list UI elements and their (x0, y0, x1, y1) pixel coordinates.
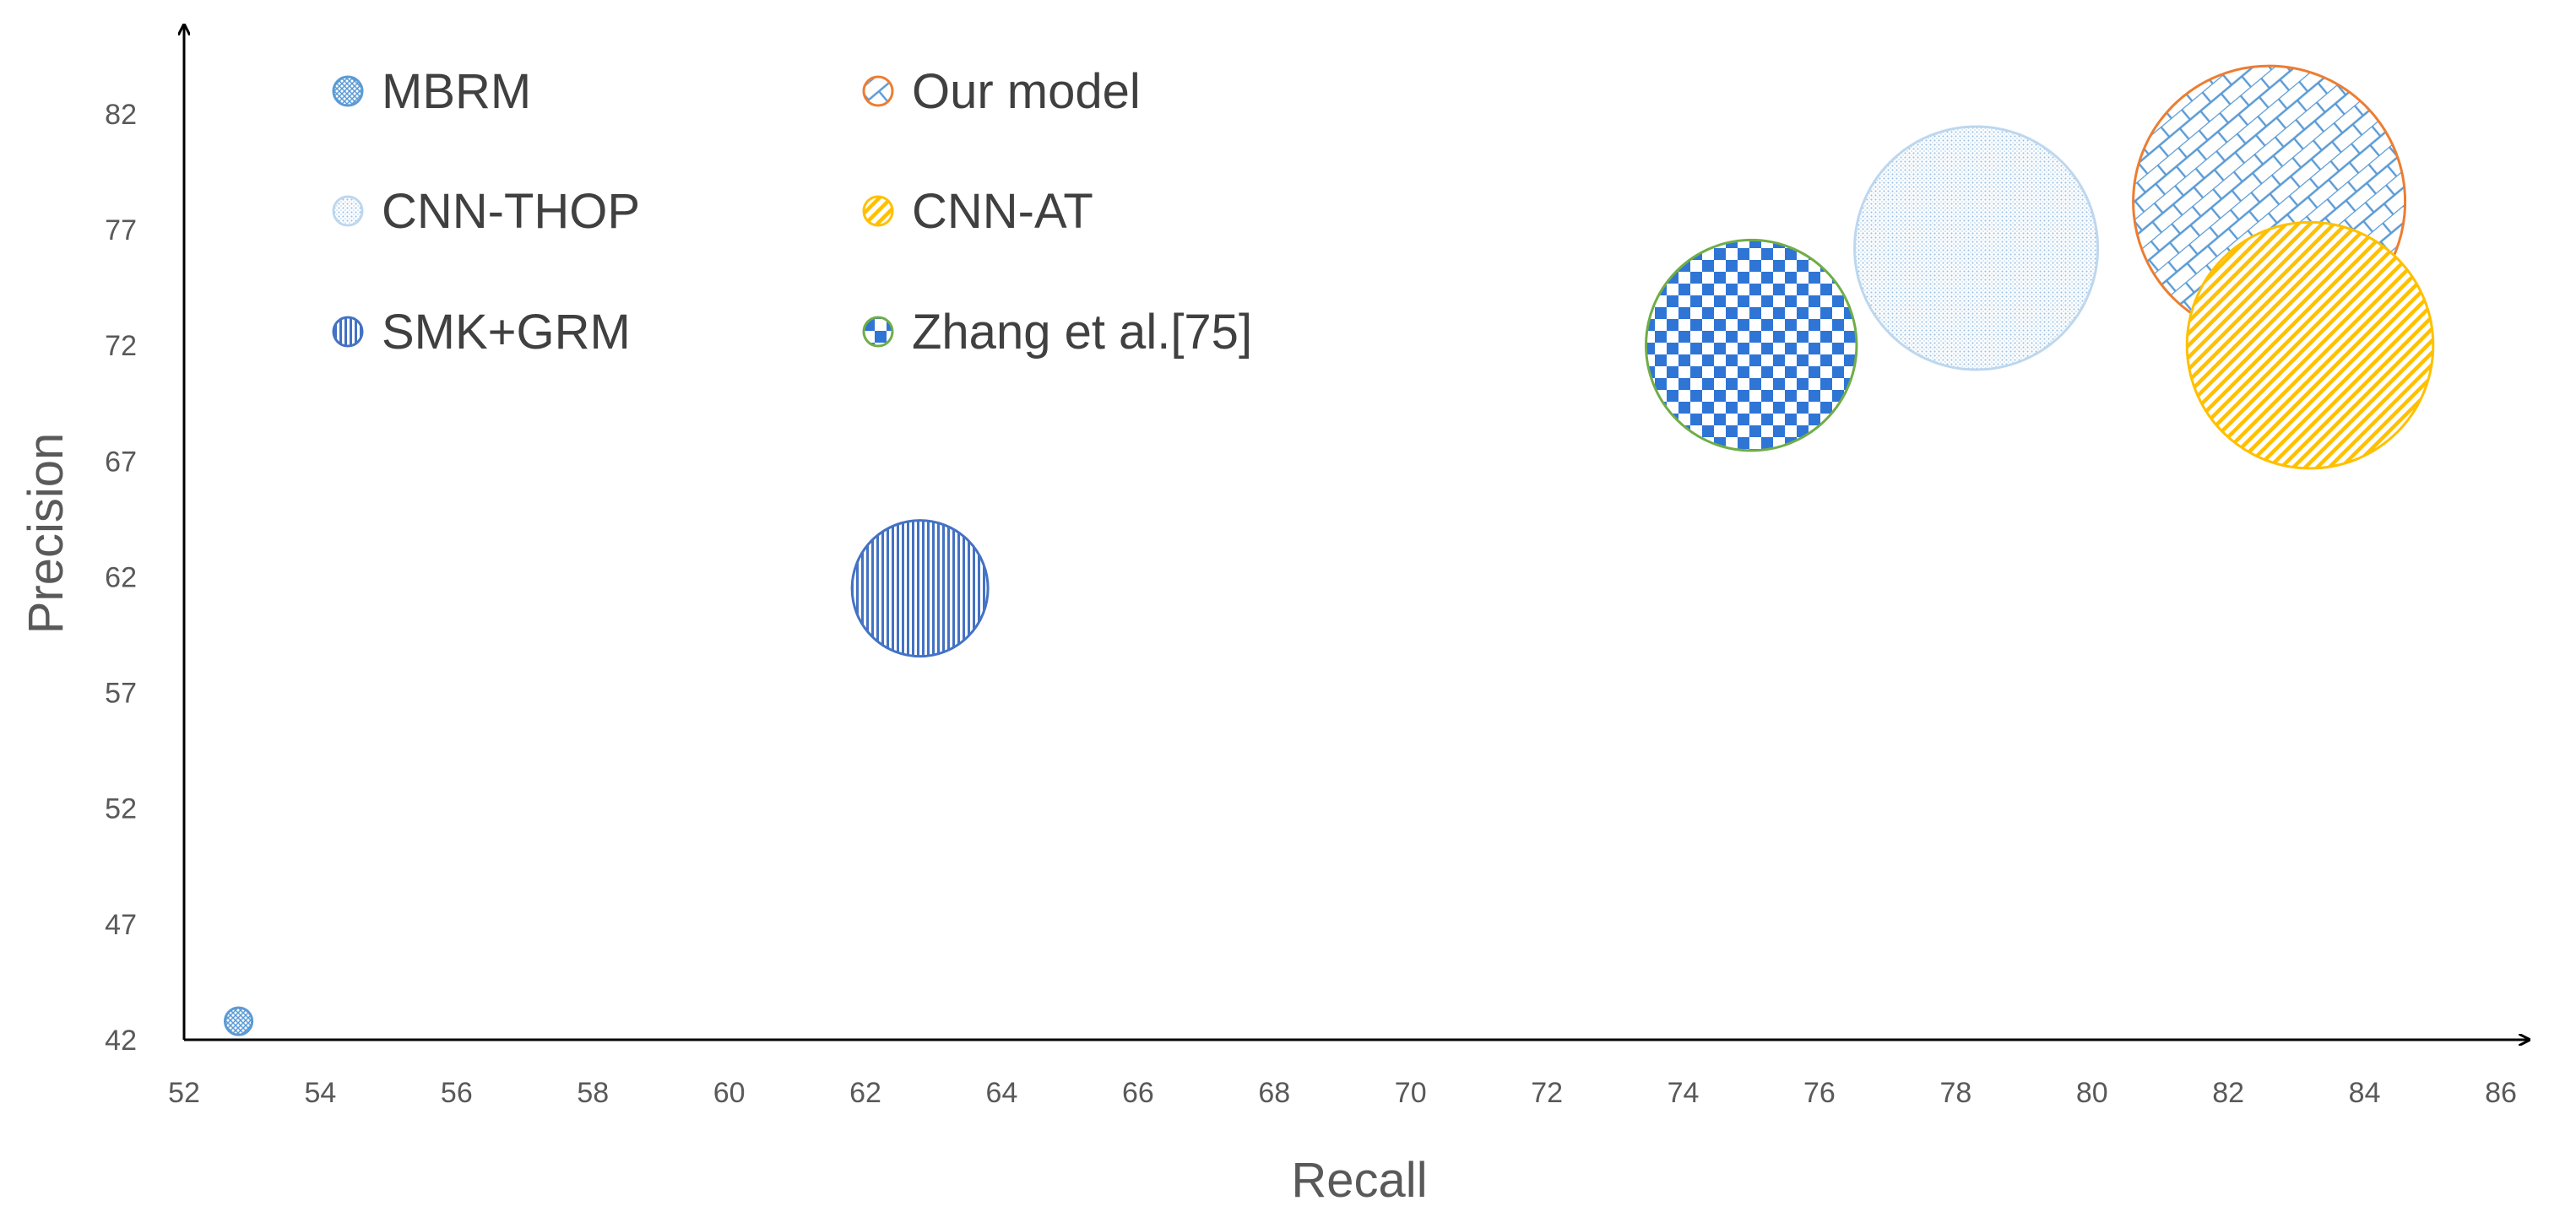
x-tick-label: 54 (304, 1077, 336, 1109)
y-tick-label: 77 (105, 214, 137, 246)
legend-marker (332, 316, 364, 348)
x-tick-label: 66 (1122, 1077, 1154, 1109)
x-tick-label: 62 (849, 1077, 881, 1109)
y-tick-label: 47 (105, 909, 137, 941)
y-axis-title: Precision (19, 433, 73, 635)
x-tick-label: 76 (1803, 1077, 1836, 1109)
legend-marker (862, 195, 894, 227)
x-tick-label: 72 (1531, 1077, 1563, 1109)
bubble-mbrm (223, 1006, 254, 1036)
y-tick-labels: 42 47 52 57 62 67 72 77 82 (105, 99, 137, 1057)
x-tick-label: 52 (168, 1077, 200, 1109)
x-tick-labels: 52 54 56 58 60 62 64 66 68 70 72 74 76 78 80 82 84 86 (168, 1077, 2517, 1109)
legend-label: MBRM (382, 64, 531, 119)
legend-label: CNN-THOP (382, 184, 640, 239)
y-tick-label: 42 (105, 1025, 137, 1057)
x-tick-label: 58 (577, 1077, 609, 1109)
legend-marker (862, 75, 894, 107)
legend-label: Zhang et al.[75] (912, 305, 1252, 360)
legend-label: CNN-AT (912, 184, 1093, 239)
legend-marker (332, 75, 364, 107)
bubble-cnn-at (2185, 220, 2435, 470)
bubble-layer (223, 64, 2435, 1036)
legend-label: Our model (912, 64, 1141, 119)
legend-label: SMK+GRM (382, 305, 631, 360)
x-tick-label: 86 (2485, 1077, 2517, 1109)
legend: MBRM Our model CNN-THOP CNN-AT SMK+GRM Zhang … (332, 64, 1252, 360)
y-tick-label: 82 (105, 99, 137, 131)
x-axis-title: Recall (1291, 1153, 1427, 1208)
legend-marker (332, 195, 364, 227)
x-tick-label: 60 (713, 1077, 746, 1109)
x-tick-label: 56 (441, 1077, 473, 1109)
legend-marker (862, 316, 894, 348)
y-tick-label: 62 (105, 561, 137, 593)
x-tick-label: 74 (1668, 1077, 1700, 1109)
y-tick-label: 72 (105, 330, 137, 362)
x-tick-label: 78 (1939, 1077, 1971, 1109)
x-tick-label: 68 (1258, 1077, 1290, 1109)
bubble-smk-grm (850, 519, 990, 658)
y-tick-label: 67 (105, 446, 137, 478)
x-tick-label: 84 (2349, 1077, 2381, 1109)
x-tick-label: 82 (2212, 1077, 2244, 1109)
x-tick-label: 70 (1395, 1077, 1427, 1109)
axes (184, 25, 2529, 1040)
x-tick-label: 64 (986, 1077, 1018, 1109)
y-tick-label: 52 (105, 793, 137, 825)
bubble-cnn-thop (1853, 125, 2100, 371)
y-tick-label: 57 (105, 678, 137, 710)
bubble-zhang-et-al-75 (1645, 238, 1858, 452)
x-tick-label: 80 (2076, 1077, 2108, 1109)
